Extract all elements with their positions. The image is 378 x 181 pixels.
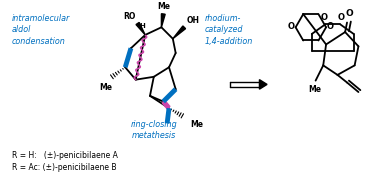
Text: O: O [338,13,345,22]
Text: Me: Me [190,120,203,129]
Text: H: H [139,23,145,29]
Text: OH: OH [187,16,200,25]
Text: ring-closing
metathesis: ring-closing metathesis [130,120,177,140]
Text: O: O [327,22,334,31]
Text: O: O [321,13,328,22]
Text: RO: RO [123,12,136,21]
Text: Me: Me [308,85,321,94]
Text: intramolecular
aldol
condensation: intramolecular aldol condensation [12,14,70,46]
Text: O: O [345,9,353,18]
Text: Me: Me [157,2,170,11]
Text: R = Ac: (±)-penicibilaene B: R = Ac: (±)-penicibilaene B [12,163,116,172]
Text: rhodium-
catalyzed
1,4-addition: rhodium- catalyzed 1,4-addition [204,14,253,46]
Polygon shape [161,14,165,27]
Text: R = H:   (±)-penicibilaene A: R = H: (±)-penicibilaene A [12,151,118,160]
Text: O: O [288,22,295,31]
Polygon shape [173,26,186,39]
Polygon shape [136,22,145,35]
Text: Me: Me [100,83,113,92]
Polygon shape [259,80,267,89]
